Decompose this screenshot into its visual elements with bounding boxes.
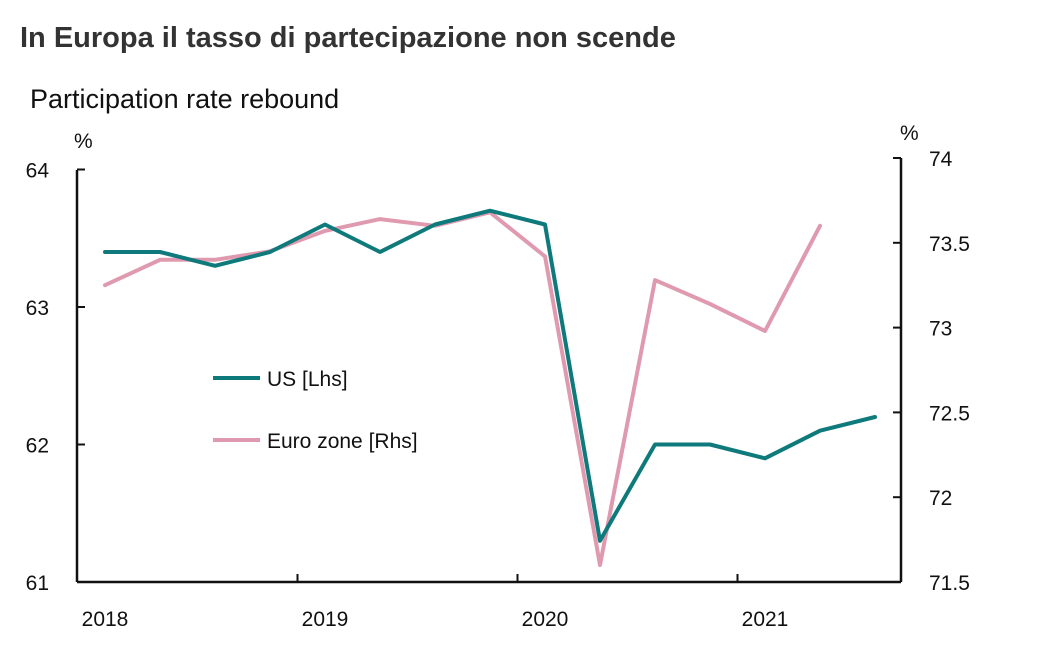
x-axis-tick-label: 2021: [742, 608, 789, 631]
left-axis-tick-label: 63: [26, 297, 49, 320]
right-axis-tick-label: 72.5: [929, 402, 970, 425]
right-axis-tick-label: 72: [929, 487, 952, 510]
left-axis-tick-label: 61: [26, 572, 49, 595]
chart-subtitle: Participation rate rebound: [30, 84, 340, 114]
left-axis-tick-label: 62: [26, 435, 49, 458]
legend-label-euro-zone: Euro zone [Rhs]: [267, 430, 418, 453]
x-axis-tick-label: 2019: [302, 608, 349, 631]
right-axis-tick-label: 73.5: [929, 233, 970, 256]
legend: US [Lhs] Euro zone [Rhs]: [213, 368, 418, 453]
right-axis-tick-label: 74: [929, 148, 953, 171]
right-axis-unit: %: [900, 122, 919, 145]
x-axis-tick-label: 2018: [82, 608, 129, 631]
chart-title: In Europa il tasso di partecipazione non…: [20, 22, 676, 54]
series-lines: [103, 208, 877, 567]
right-axis-tick-label: 73: [929, 318, 952, 341]
us-series-line: [103, 208, 877, 543]
axes: % %: [74, 122, 919, 584]
x-axis-tick-label: 2020: [522, 608, 569, 631]
right-axis-tick-label: 71.5: [929, 572, 970, 595]
legend-label-us: US [Lhs]: [267, 368, 348, 391]
ticks: 61 62 63 64 71.5 72 72.5 73 73.5 74 2018 2019 2020 20…: [26, 148, 970, 631]
left-axis-unit: %: [74, 130, 93, 153]
left-axis-tick-label: 64: [26, 160, 50, 183]
